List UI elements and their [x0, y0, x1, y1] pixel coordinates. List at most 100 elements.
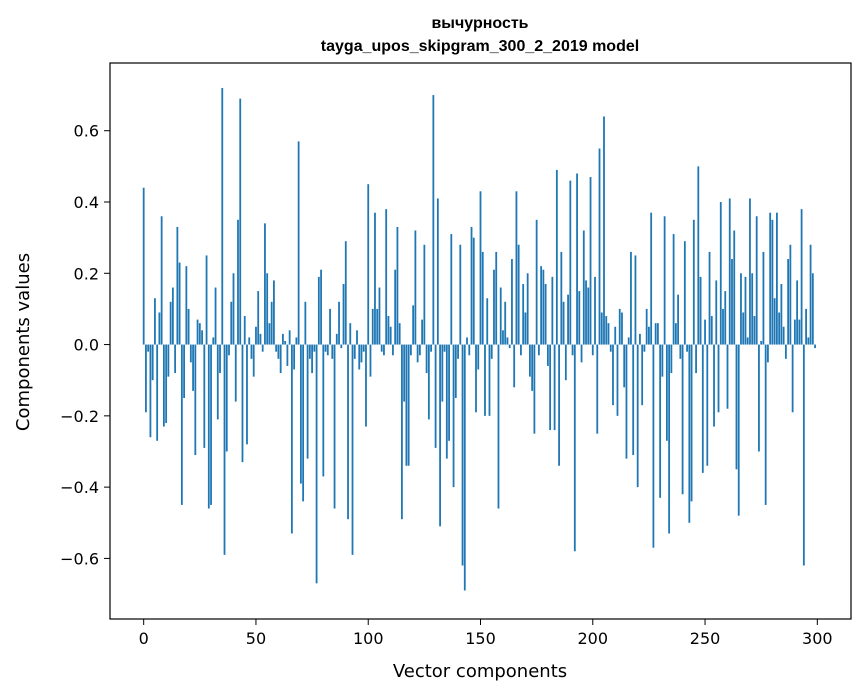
bar	[261, 344, 264, 352]
bar	[160, 216, 163, 345]
bar	[688, 344, 691, 523]
bar	[630, 251, 632, 345]
bar	[423, 244, 426, 345]
bar	[383, 344, 385, 356]
bar	[713, 344, 715, 427]
bar	[401, 344, 403, 520]
bar	[665, 344, 668, 441]
bar	[692, 219, 695, 345]
bar	[335, 333, 338, 345]
bar	[540, 266, 543, 345]
bar	[621, 312, 623, 345]
x-tick-label: 150	[465, 629, 496, 648]
bar	[679, 344, 682, 359]
bar	[504, 301, 507, 345]
bar	[147, 344, 150, 352]
bar	[142, 187, 145, 345]
bar	[338, 301, 340, 345]
bar	[616, 344, 619, 416]
bar	[472, 237, 475, 345]
bar	[322, 344, 325, 477]
bar	[273, 280, 275, 345]
bar	[807, 337, 810, 345]
y-axis-label: Components values	[13, 253, 34, 431]
bar	[230, 301, 233, 345]
bar	[398, 323, 401, 345]
bar	[535, 219, 538, 345]
bar	[537, 344, 540, 356]
bar	[484, 344, 486, 416]
bar	[715, 280, 718, 345]
bar	[183, 344, 185, 399]
bar	[758, 344, 760, 452]
bar	[564, 344, 567, 381]
bar	[719, 202, 722, 345]
bar	[558, 344, 560, 466]
bar	[641, 344, 644, 406]
bar	[347, 344, 349, 520]
bar	[650, 212, 653, 345]
bar	[320, 269, 322, 345]
bar	[567, 294, 569, 345]
bar	[331, 344, 334, 359]
bar	[726, 344, 729, 409]
bar	[654, 323, 657, 345]
bar	[522, 283, 525, 345]
bar	[454, 344, 457, 399]
bar	[284, 341, 287, 345]
bar	[165, 344, 168, 423]
bar	[416, 344, 419, 363]
y-tick-label: 0.4	[74, 193, 99, 212]
bar	[306, 344, 309, 459]
bar	[690, 344, 693, 502]
y-tick-label: 0.2	[74, 264, 99, 283]
bar	[704, 319, 706, 345]
y-tick-label: −0.4	[60, 478, 99, 497]
x-tick-label: 50	[246, 629, 266, 648]
bar	[760, 341, 763, 345]
bar	[297, 141, 300, 345]
bar	[717, 344, 720, 413]
bar	[506, 337, 509, 345]
bar	[582, 230, 585, 345]
bar	[162, 344, 165, 427]
bar	[432, 95, 435, 345]
bar	[571, 344, 574, 356]
bar	[223, 344, 226, 555]
bar	[488, 344, 491, 416]
bar	[486, 298, 489, 345]
bar	[771, 219, 774, 345]
bar	[295, 337, 298, 345]
bar	[216, 344, 219, 420]
bar	[706, 344, 709, 466]
bar	[248, 337, 251, 345]
chart-title: вычурность	[431, 15, 528, 32]
bar	[569, 180, 572, 345]
bar	[156, 344, 159, 441]
bar	[237, 219, 239, 345]
bar	[551, 276, 554, 345]
bar	[742, 312, 745, 345]
bar	[158, 312, 161, 345]
x-tick-label: 200	[577, 629, 608, 648]
bar	[171, 287, 174, 345]
bar	[674, 323, 677, 345]
bar	[677, 294, 679, 345]
bar	[481, 251, 484, 345]
bar	[389, 326, 392, 345]
bar	[185, 266, 188, 345]
bar	[180, 344, 183, 505]
bar	[374, 212, 376, 345]
bar	[407, 344, 410, 466]
bar	[304, 301, 307, 345]
bar	[421, 319, 424, 345]
bar	[645, 308, 648, 345]
bar	[542, 269, 545, 345]
y-tick-label: 0.6	[74, 122, 99, 141]
bar	[445, 344, 448, 459]
bar	[264, 223, 266, 345]
bar	[219, 344, 221, 374]
bar	[317, 276, 320, 345]
bar	[614, 326, 617, 345]
bar	[439, 344, 441, 527]
